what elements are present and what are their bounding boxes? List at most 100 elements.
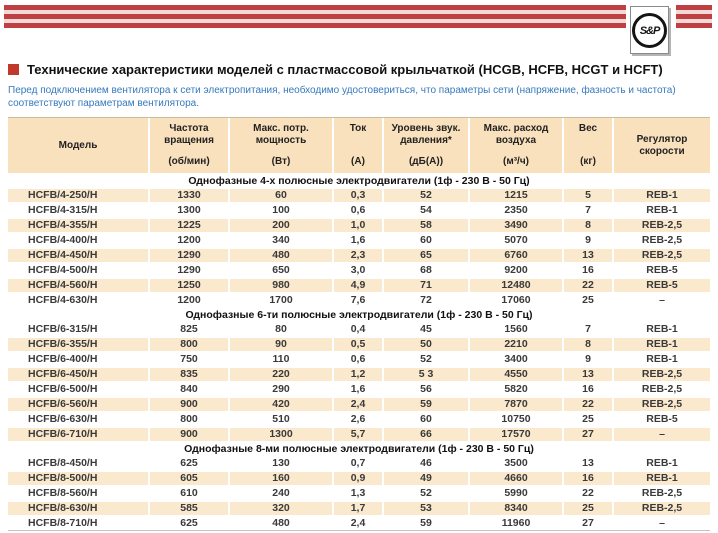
value-cell: 1560 (468, 321, 562, 336)
model-cell: HCFB/4-450/H (8, 247, 148, 262)
value-cell: REB-5 (612, 262, 710, 277)
model-cell: HCFB/6-315/H (8, 321, 148, 336)
page-title-row: Технические характеристики моделей с пла… (8, 62, 663, 77)
column-header-name: Уровень звук. давления* (386, 123, 466, 147)
value-cell: 13 (562, 455, 612, 470)
value-cell: 605 (148, 470, 228, 485)
value-cell: 10750 (468, 411, 562, 426)
value-cell: 65 (382, 247, 468, 262)
value-cell: 8 (562, 336, 612, 351)
value-cell: 60 (382, 411, 468, 426)
value-cell: REB-2,5 (612, 232, 710, 247)
value-cell: REB-1 (612, 455, 710, 470)
column-header-name: Регулятор скорости (616, 134, 708, 158)
value-cell: 585 (148, 500, 228, 515)
model-cell: HCFB/6-450/H (8, 366, 148, 381)
value-cell: REB-1 (612, 470, 710, 485)
value-cell: 2350 (468, 202, 562, 217)
model-cell: HCFB/4-630/H (8, 292, 148, 307)
value-cell: REB-2,5 (612, 485, 710, 500)
value-cell: 17060 (468, 292, 562, 307)
column-header-line: давления* (400, 135, 452, 146)
value-cell: 800 (148, 411, 228, 426)
value-cell: 6760 (468, 247, 562, 262)
column-header-line: Регулятор (636, 133, 688, 145)
column-header-line: Макс. расход (483, 123, 549, 134)
value-cell: 53 (382, 500, 468, 515)
value-cell: 5 3 (382, 366, 468, 381)
value-cell: 1,3 (332, 485, 382, 500)
value-cell: 9 (562, 351, 612, 366)
section-header-title: Однофазные 6-ти полюсные электродвигател… (8, 307, 710, 321)
value-cell: 5990 (468, 485, 562, 500)
value-cell: 60 (228, 187, 332, 202)
model-cell: HCFB/4-500/H (8, 262, 148, 277)
value-cell: 2,4 (332, 396, 382, 411)
value-cell: 1290 (148, 262, 228, 277)
value-cell: 12480 (468, 277, 562, 292)
value-cell: 750 (148, 351, 228, 366)
value-cell: 2,6 (332, 411, 382, 426)
value-cell: 1,6 (332, 381, 382, 396)
model-cell: HCFB/6-710/H (8, 426, 148, 441)
table-row: HCFB/4-315/H 1300 100 0,6 54 2350 7 REB-1 (8, 202, 710, 217)
table-row: HCFB/6-400/H 750 110 0,6 52 3400 9 REB-1 (8, 351, 710, 366)
value-cell: 420 (228, 396, 332, 411)
column-header: Уровень звук. давления* (дБ(А)) (382, 118, 468, 173)
column-header-text: Ток (А) (336, 123, 380, 168)
value-cell: – (612, 426, 710, 441)
column-header-unit: (кг) (580, 156, 596, 167)
column-header-unit: (об/мин) (168, 156, 210, 167)
column-header-unit: (Вт) (271, 156, 291, 167)
column-header-name: Вес (566, 123, 610, 135)
value-cell: 66 (382, 426, 468, 441)
spec-table-body: Однофазные 4-х полюсные электродвигатели… (8, 173, 710, 530)
spec-table-head: Модель Частота вращения (об/мин) Макс. потр.… (8, 118, 710, 173)
table-row: HCFB/6-710/H 900 1300 5,7 66 17570 27– (8, 426, 710, 441)
value-cell: 22 (562, 485, 612, 500)
value-cell: 650 (228, 262, 332, 277)
value-cell: 1200 (148, 292, 228, 307)
table-row: HCFB/8-630/H 585 320 1,7 53 8340 25 REB-2,5 (8, 500, 710, 515)
column-header-text: Вес (кг) (566, 123, 610, 168)
value-cell: 2,3 (332, 247, 382, 262)
section-header-title: Однофазные 8-ми полюсные электродвигател… (8, 441, 710, 455)
table-row: HCFB/6-450/H 835 220 1,2 5 3 4550 13 REB-2,5 (8, 366, 710, 381)
value-cell: 840 (148, 381, 228, 396)
value-cell: 54 (382, 202, 468, 217)
column-header-line: воздуха (495, 135, 537, 146)
column-header-line: вращения (164, 135, 214, 146)
value-cell: 58 (382, 217, 468, 232)
value-cell: 625 (148, 455, 228, 470)
column-header-line: Вес (578, 123, 598, 134)
column-header: Регулятор скорости (612, 118, 710, 173)
table-row: HCFB/6-630/H 800 510 2,6 60 10750 25 REB-5 (8, 411, 710, 426)
value-cell: – (612, 515, 710, 530)
value-cell: REB-5 (612, 277, 710, 292)
brand-stripes-right (676, 5, 712, 28)
page-title: Технические характеристики моделей с пла… (27, 62, 663, 77)
model-cell: HCFB/6-630/H (8, 411, 148, 426)
value-cell: 90 (228, 336, 332, 351)
value-cell: 16 (562, 381, 612, 396)
value-cell: 0,6 (332, 202, 382, 217)
value-cell: 3,0 (332, 262, 382, 277)
value-cell: 1215 (468, 187, 562, 202)
column-header-line: Уровень звук. (391, 123, 461, 134)
value-cell: 45 (382, 321, 468, 336)
table-row: HCFB/4-250/H 1330 60 0,3 52 1215 5 REB-1 (8, 187, 710, 202)
value-cell: 71 (382, 277, 468, 292)
column-header-unit: (А) (351, 156, 365, 167)
value-cell: 56 (382, 381, 468, 396)
column-header-line: Ток (349, 123, 367, 134)
value-cell: REB-1 (612, 351, 710, 366)
value-cell: 7,6 (332, 292, 382, 307)
column-header-name: Ток (336, 123, 380, 135)
value-cell: REB-2,5 (612, 500, 710, 515)
value-cell: 9 (562, 232, 612, 247)
model-cell: HCFB/6-355/H (8, 336, 148, 351)
model-cell: HCFB/8-500/H (8, 470, 148, 485)
value-cell: 1,0 (332, 217, 382, 232)
table-row: HCFB/4-560/H 1250 980 4,9 71 12480 22 REB-5 (8, 277, 710, 292)
